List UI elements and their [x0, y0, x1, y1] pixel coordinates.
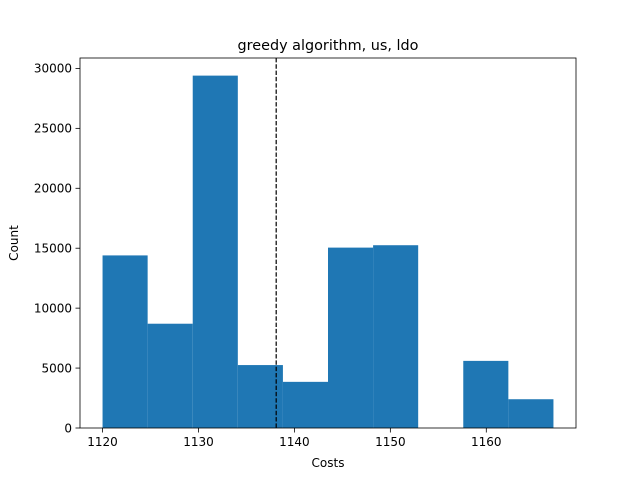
histogram-bar-7 — [373, 245, 419, 428]
x-tick-label: 1150 — [375, 435, 406, 449]
y-tick-label: 0 — [64, 421, 72, 435]
histogram-bar-5 — [282, 381, 328, 428]
y-tick-label: 30000 — [34, 62, 72, 76]
histogram-bar-1 — [102, 255, 148, 428]
chart-title: greedy algorithm, us, ldo — [238, 38, 419, 54]
y-tick-label: 25000 — [34, 122, 72, 136]
y-tick-label: 5000 — [41, 361, 72, 375]
histogram-bar-6 — [328, 247, 374, 428]
y-tick-label: 15000 — [34, 242, 72, 256]
x-tick-label: 1140 — [279, 435, 310, 449]
histogram-bar-2 — [147, 323, 193, 428]
histogram-bar-3 — [192, 75, 238, 429]
x-axis-label: Costs — [312, 456, 345, 470]
y-axis-label: Count — [7, 225, 21, 261]
x-axis-ticks: 1120 1130 1140 1150 1160 — [87, 428, 502, 449]
y-tick-label: 10000 — [34, 301, 72, 315]
x-tick-label: 1160 — [471, 435, 502, 449]
histogram-bar-9 — [463, 360, 509, 428]
y-tick-label: 20000 — [34, 182, 72, 196]
histogram-bar-10 — [508, 399, 554, 428]
x-tick-label: 1120 — [87, 435, 118, 449]
bars-group — [102, 75, 554, 429]
y-axis-ticks: 0 5000 10000 15000 20000 25000 30000 — [34, 62, 80, 435]
histogram-bar-4 — [237, 365, 283, 428]
x-tick-label: 1130 — [183, 435, 214, 449]
plot-frame — [79, 57, 577, 429]
